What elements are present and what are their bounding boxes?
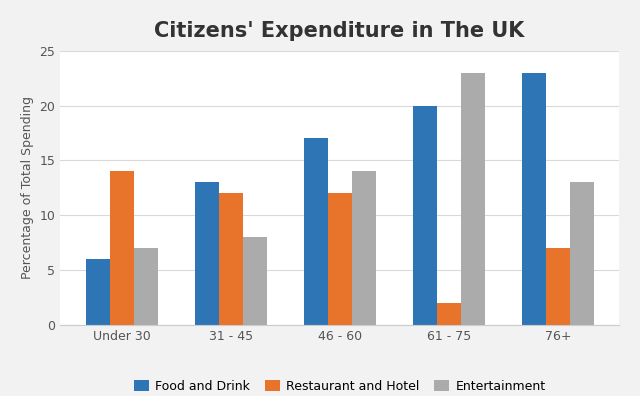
Legend: Food and Drink, Restaurant and Hotel, Entertainment: Food and Drink, Restaurant and Hotel, En… xyxy=(129,375,550,396)
Bar xyxy=(522,72,546,325)
Bar xyxy=(243,237,267,325)
Bar xyxy=(219,193,243,325)
Bar xyxy=(570,182,594,325)
Bar xyxy=(109,171,134,325)
Title: Citizens' Expenditure in The UK: Citizens' Expenditure in The UK xyxy=(154,21,525,41)
Bar xyxy=(351,171,376,325)
Bar xyxy=(328,193,351,325)
Bar xyxy=(195,182,219,325)
Bar xyxy=(436,303,461,325)
Bar xyxy=(86,259,109,325)
Bar xyxy=(303,138,328,325)
Bar xyxy=(413,105,436,325)
Bar xyxy=(546,248,570,325)
Bar xyxy=(461,72,484,325)
Y-axis label: Percentage of Total Spending: Percentage of Total Spending xyxy=(21,96,34,279)
Bar xyxy=(134,248,157,325)
